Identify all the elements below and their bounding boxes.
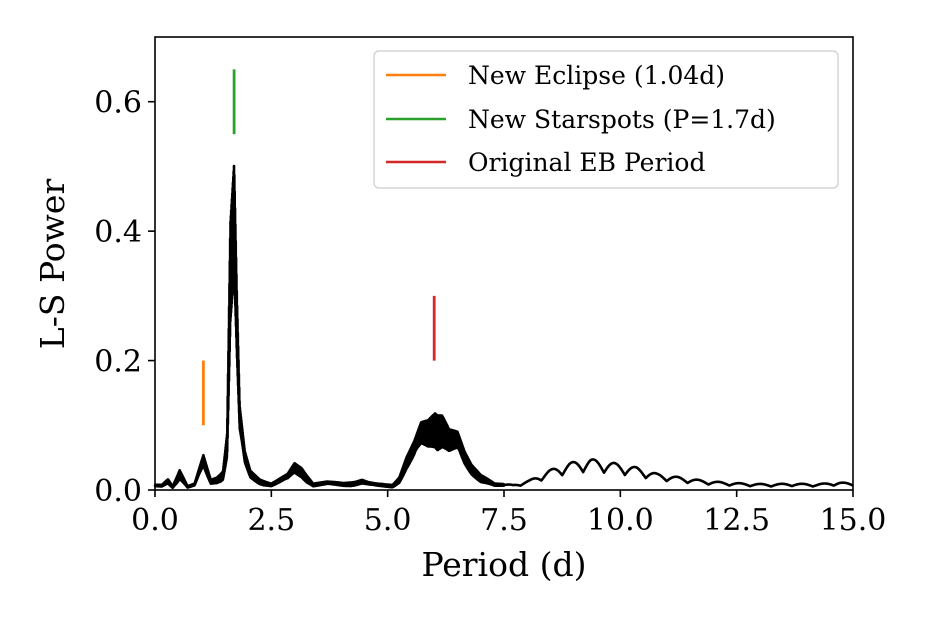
y-axis-ticks: 0.0 0.2 0.4 0.6 — [94, 86, 155, 509]
x-tick-label: 7.5 — [480, 503, 528, 538]
x-axis-label: Period (d) — [422, 545, 587, 584]
legend-label-original-eb: Original EB Period — [468, 148, 705, 177]
legend: New Eclipse (1.04d) New Starspots (P=1.7… — [373, 50, 839, 189]
y-tick-label: 0.4 — [94, 215, 142, 250]
x-tick-label: 12.5 — [703, 503, 770, 538]
data-layer — [153, 69, 855, 490]
legend-box — [373, 50, 839, 189]
x-tick-label: 10.0 — [587, 503, 654, 538]
y-tick-label: 0.2 — [94, 345, 142, 380]
x-tick-label: 15.0 — [820, 503, 887, 538]
y-tick-label: 0.6 — [94, 86, 142, 121]
x-axis-ticks: 0.0 2.5 5.0 7.5 10.0 12.5 15.0 — [131, 490, 886, 538]
legend-label-eclipse: New Eclipse (1.04d) — [468, 61, 725, 90]
y-axis-label: L-S Power — [33, 179, 72, 350]
x-tick-label: 5.0 — [364, 503, 412, 538]
legend-label-starspots: New Starspots (P=1.7d) — [468, 105, 776, 134]
x-tick-label: 0.0 — [131, 503, 179, 538]
y-tick-label: 0.0 — [94, 474, 142, 509]
periodogram-line — [153, 164, 855, 490]
x-tick-label: 2.5 — [247, 503, 295, 538]
